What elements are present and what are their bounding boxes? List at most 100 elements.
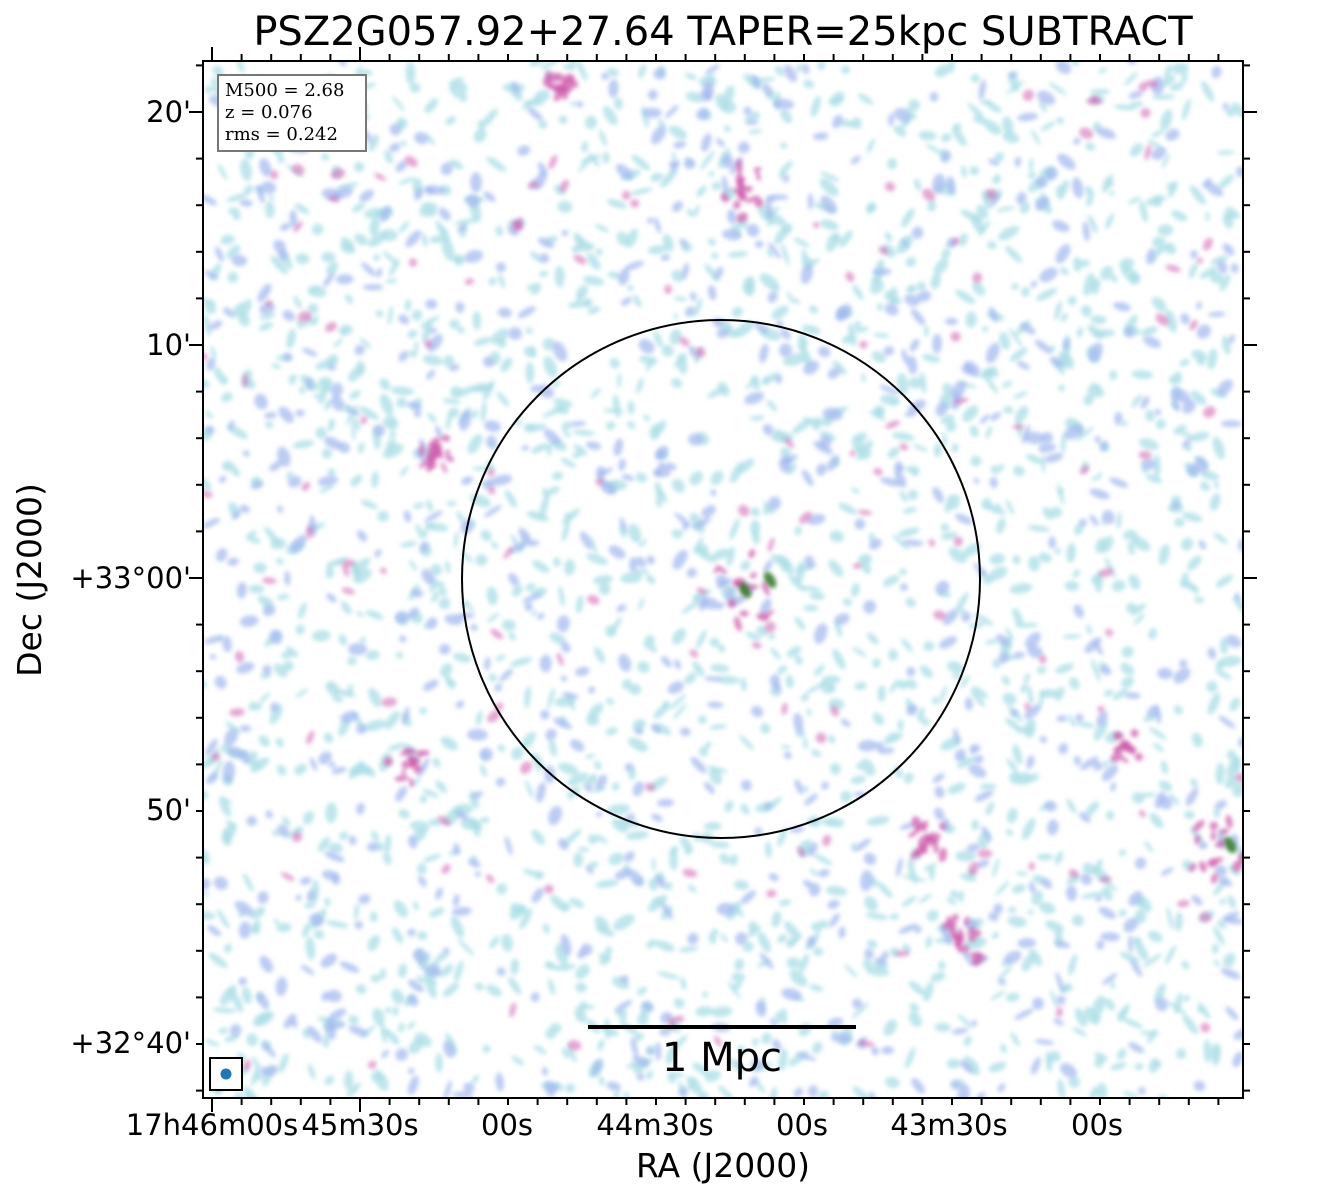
- noise-blob: [278, 1053, 289, 1073]
- noise-blob: [511, 1055, 525, 1066]
- source-blob: [664, 284, 673, 294]
- noise-blob: [1068, 1076, 1081, 1088]
- noise-blob: [1174, 517, 1185, 527]
- noise-blob: [928, 866, 935, 881]
- noise-blob: [1224, 775, 1238, 789]
- noise-blob: [1151, 147, 1166, 160]
- noise-blob: [647, 89, 658, 100]
- noise-blob: [262, 664, 272, 675]
- source-blob: [1119, 740, 1130, 748]
- noise-blob: [820, 195, 837, 214]
- noise-blob: [557, 200, 573, 213]
- noise-blob: [548, 486, 560, 495]
- noise-blob: [1009, 347, 1028, 362]
- noise-blob: [779, 142, 788, 149]
- noise-blob: [884, 231, 893, 243]
- noise-blob: [1132, 936, 1142, 946]
- noise-blob: [636, 556, 646, 568]
- noise-blob: [547, 687, 555, 709]
- noise-blob: [1085, 195, 1094, 207]
- source-blob: [1200, 1022, 1211, 1033]
- noise-blob: [674, 512, 692, 528]
- noise-blob: [486, 984, 502, 997]
- noise-blob: [1000, 1043, 1007, 1054]
- noise-blob: [390, 386, 415, 396]
- noise-blob: [370, 974, 381, 983]
- noise-blob: [1054, 547, 1061, 555]
- noise-blob: [1069, 677, 1080, 690]
- bright-sources: [203, 71, 1243, 1071]
- noise-blob: [832, 360, 847, 375]
- noise-blob: [784, 751, 792, 760]
- noise-blob: [1073, 137, 1081, 145]
- noise-blob: [1199, 481, 1211, 492]
- noise-blob: [932, 487, 944, 503]
- source-blob: [1138, 81, 1148, 92]
- noise-blob: [1027, 525, 1051, 532]
- noise-blob: [803, 79, 815, 89]
- noise-blob: [829, 913, 840, 927]
- noise-blob: [276, 922, 292, 933]
- noise-blob: [557, 762, 579, 775]
- noise-blob: [1191, 894, 1203, 906]
- noise-blob: [697, 715, 707, 725]
- noise-blob: [1059, 267, 1069, 276]
- noise-blob: [1133, 613, 1145, 625]
- noise-blob: [348, 1025, 369, 1037]
- noise-blob: [1002, 116, 1014, 136]
- noise-blob: [413, 409, 422, 418]
- noise-blob: [817, 346, 831, 358]
- noise-blob: [708, 932, 717, 944]
- source-blob: [1210, 873, 1218, 884]
- noise-blob: [1173, 424, 1187, 435]
- noise-blob: [435, 952, 448, 962]
- noise-blob: [707, 386, 726, 399]
- noise-blob: [1148, 627, 1157, 640]
- noise-blob: [1038, 552, 1052, 563]
- noise-blob: [637, 661, 650, 673]
- noise-blob: [1072, 569, 1081, 578]
- noise-blob: [751, 705, 764, 718]
- noise-blob: [989, 553, 1006, 565]
- noise-blob: [1100, 440, 1108, 452]
- noise-blob: [428, 327, 438, 334]
- noise-blob: [1085, 801, 1100, 817]
- noise-blob: [955, 850, 976, 862]
- noise-blob: [318, 836, 331, 852]
- noise-blob: [941, 248, 951, 259]
- noise-blob: [548, 978, 556, 996]
- noise-blob: [731, 306, 743, 318]
- noise-blob: [1098, 906, 1116, 919]
- source-blob: [715, 565, 728, 575]
- noise-blob: [998, 225, 1020, 241]
- source-blob: [951, 913, 959, 921]
- noise-blob: [294, 203, 310, 215]
- noise-blob: [357, 762, 376, 777]
- source-blob: [1232, 860, 1243, 872]
- noise-blob: [704, 741, 712, 750]
- noise-blob: [684, 847, 692, 855]
- noise-blob: [617, 373, 622, 388]
- noise-blob: [406, 1021, 416, 1030]
- noise-blob: [542, 337, 555, 351]
- noise-blob: [400, 140, 407, 147]
- noise-blob: [938, 685, 948, 704]
- noise-blob: [278, 406, 295, 424]
- info-box: M500 = 2.68 z = 0.076 rms = 0.242: [217, 74, 367, 152]
- noise-blob: [781, 454, 798, 465]
- noise-blob: [446, 500, 457, 507]
- noise-blob: [542, 406, 564, 418]
- noise-blob: [242, 450, 250, 457]
- noise-blob: [987, 240, 997, 250]
- noise-blob: [934, 786, 945, 799]
- noise-blob: [754, 322, 769, 334]
- noise-blob: [224, 943, 232, 954]
- noise-blob: [695, 1006, 714, 1017]
- noise-blob: [387, 743, 406, 751]
- noise-blob: [745, 119, 759, 125]
- noise-blob: [628, 737, 649, 752]
- noise-blob: [1003, 406, 1014, 414]
- noise-blob: [992, 659, 1001, 669]
- noise-blob: [1152, 236, 1166, 248]
- noise-blob: [650, 646, 658, 653]
